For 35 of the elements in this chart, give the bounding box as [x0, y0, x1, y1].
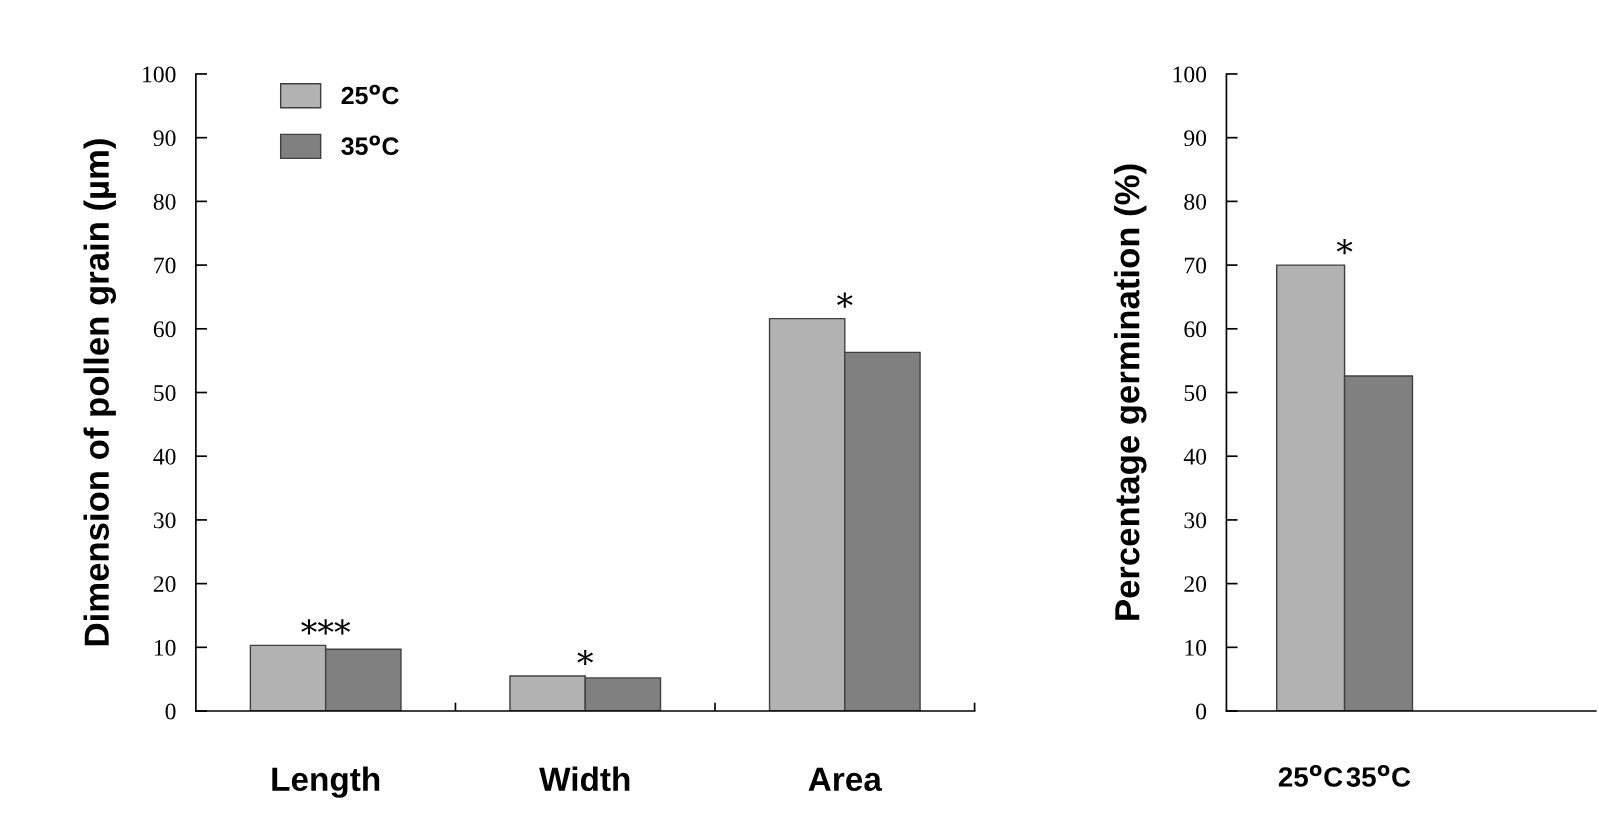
legend-label: 35$^{o}$C — [341, 135, 399, 156]
x-tick-label: Width — [539, 766, 630, 792]
x-tick-label: Area — [808, 767, 883, 792]
y-tick-label: 70 — [1184, 257, 1207, 274]
y-tick-label: 60 — [153, 321, 176, 338]
y-tick-label: 20 — [1184, 576, 1207, 593]
annotation: *** — [301, 619, 351, 635]
x-tick-label: 35$^{o}$C — [1346, 765, 1411, 787]
y-tick-label: 50 — [1184, 385, 1207, 401]
x-tick-label: 25$^{o}$C — [1278, 765, 1343, 787]
y-tick-label: 100 — [143, 66, 176, 83]
y-tick-label: 40 — [1183, 448, 1207, 465]
annotation: * — [837, 292, 853, 308]
y-tick-label: 80 — [1184, 193, 1207, 210]
y-tick-label: 80 — [153, 193, 176, 210]
y-tick-label: 50 — [154, 385, 176, 401]
y-tick-label: 30 — [1184, 512, 1207, 529]
y-tick-label: 40 — [153, 448, 176, 465]
annotation: * — [1336, 238, 1353, 255]
y-tick-label: 90 — [1184, 130, 1207, 147]
y-tick-label: 10 — [1185, 639, 1207, 656]
y-tick-label: 70 — [154, 257, 176, 274]
y-axis-title: Dimension of pollen grain (µm) — [83, 139, 117, 646]
y-tick-label: 20 — [153, 576, 176, 593]
y-tick-label: 90 — [153, 130, 176, 147]
legend-label: 25$^{o}$C — [341, 84, 399, 105]
y-tick-label: 100 — [1173, 66, 1207, 83]
y-tick-label: 30 — [153, 512, 176, 529]
y-tick-label: 0 — [165, 703, 176, 720]
y-tick-label: 0 — [1196, 703, 1207, 720]
y-axis-title: Percentage germination (%) — [1114, 164, 1147, 620]
y-tick-label: 10 — [154, 639, 176, 656]
annotation: * — [577, 649, 594, 666]
y-tick-label: 60 — [1184, 321, 1207, 338]
x-tick-label: Length — [272, 766, 380, 798]
